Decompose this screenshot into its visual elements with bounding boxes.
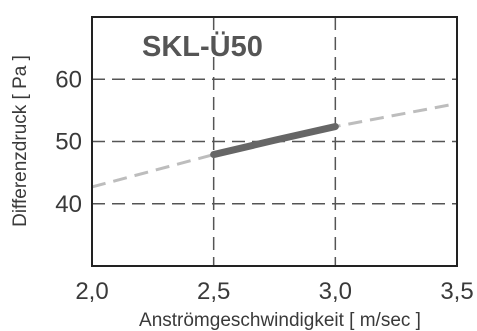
y-axis-label: Differenzdruck [ Pa ] bbox=[10, 55, 31, 227]
x-tick-label: 2,0 bbox=[75, 278, 108, 305]
x-tick-label: 3,0 bbox=[319, 278, 352, 305]
x-tick-label: 3,5 bbox=[440, 278, 473, 305]
x-tick-labels: 2,0 2,5 3,0 3,5 bbox=[75, 278, 473, 305]
y-tick-label: 40 bbox=[55, 191, 82, 218]
plot-frame bbox=[91, 16, 458, 267]
y-tick-label: 50 bbox=[55, 129, 82, 156]
chart-title: SKL-Ü50 bbox=[142, 30, 263, 63]
x-axis-label: Anströmgeschwindigkeit [ m/sec ] bbox=[139, 310, 421, 331]
y-tick-label: 60 bbox=[55, 66, 82, 93]
series-line-operating-range bbox=[210, 123, 339, 159]
y-tick-labels: 40 50 60 bbox=[55, 66, 82, 218]
series-layer bbox=[91, 102, 458, 189]
x-tick-label: 2,5 bbox=[197, 278, 230, 305]
